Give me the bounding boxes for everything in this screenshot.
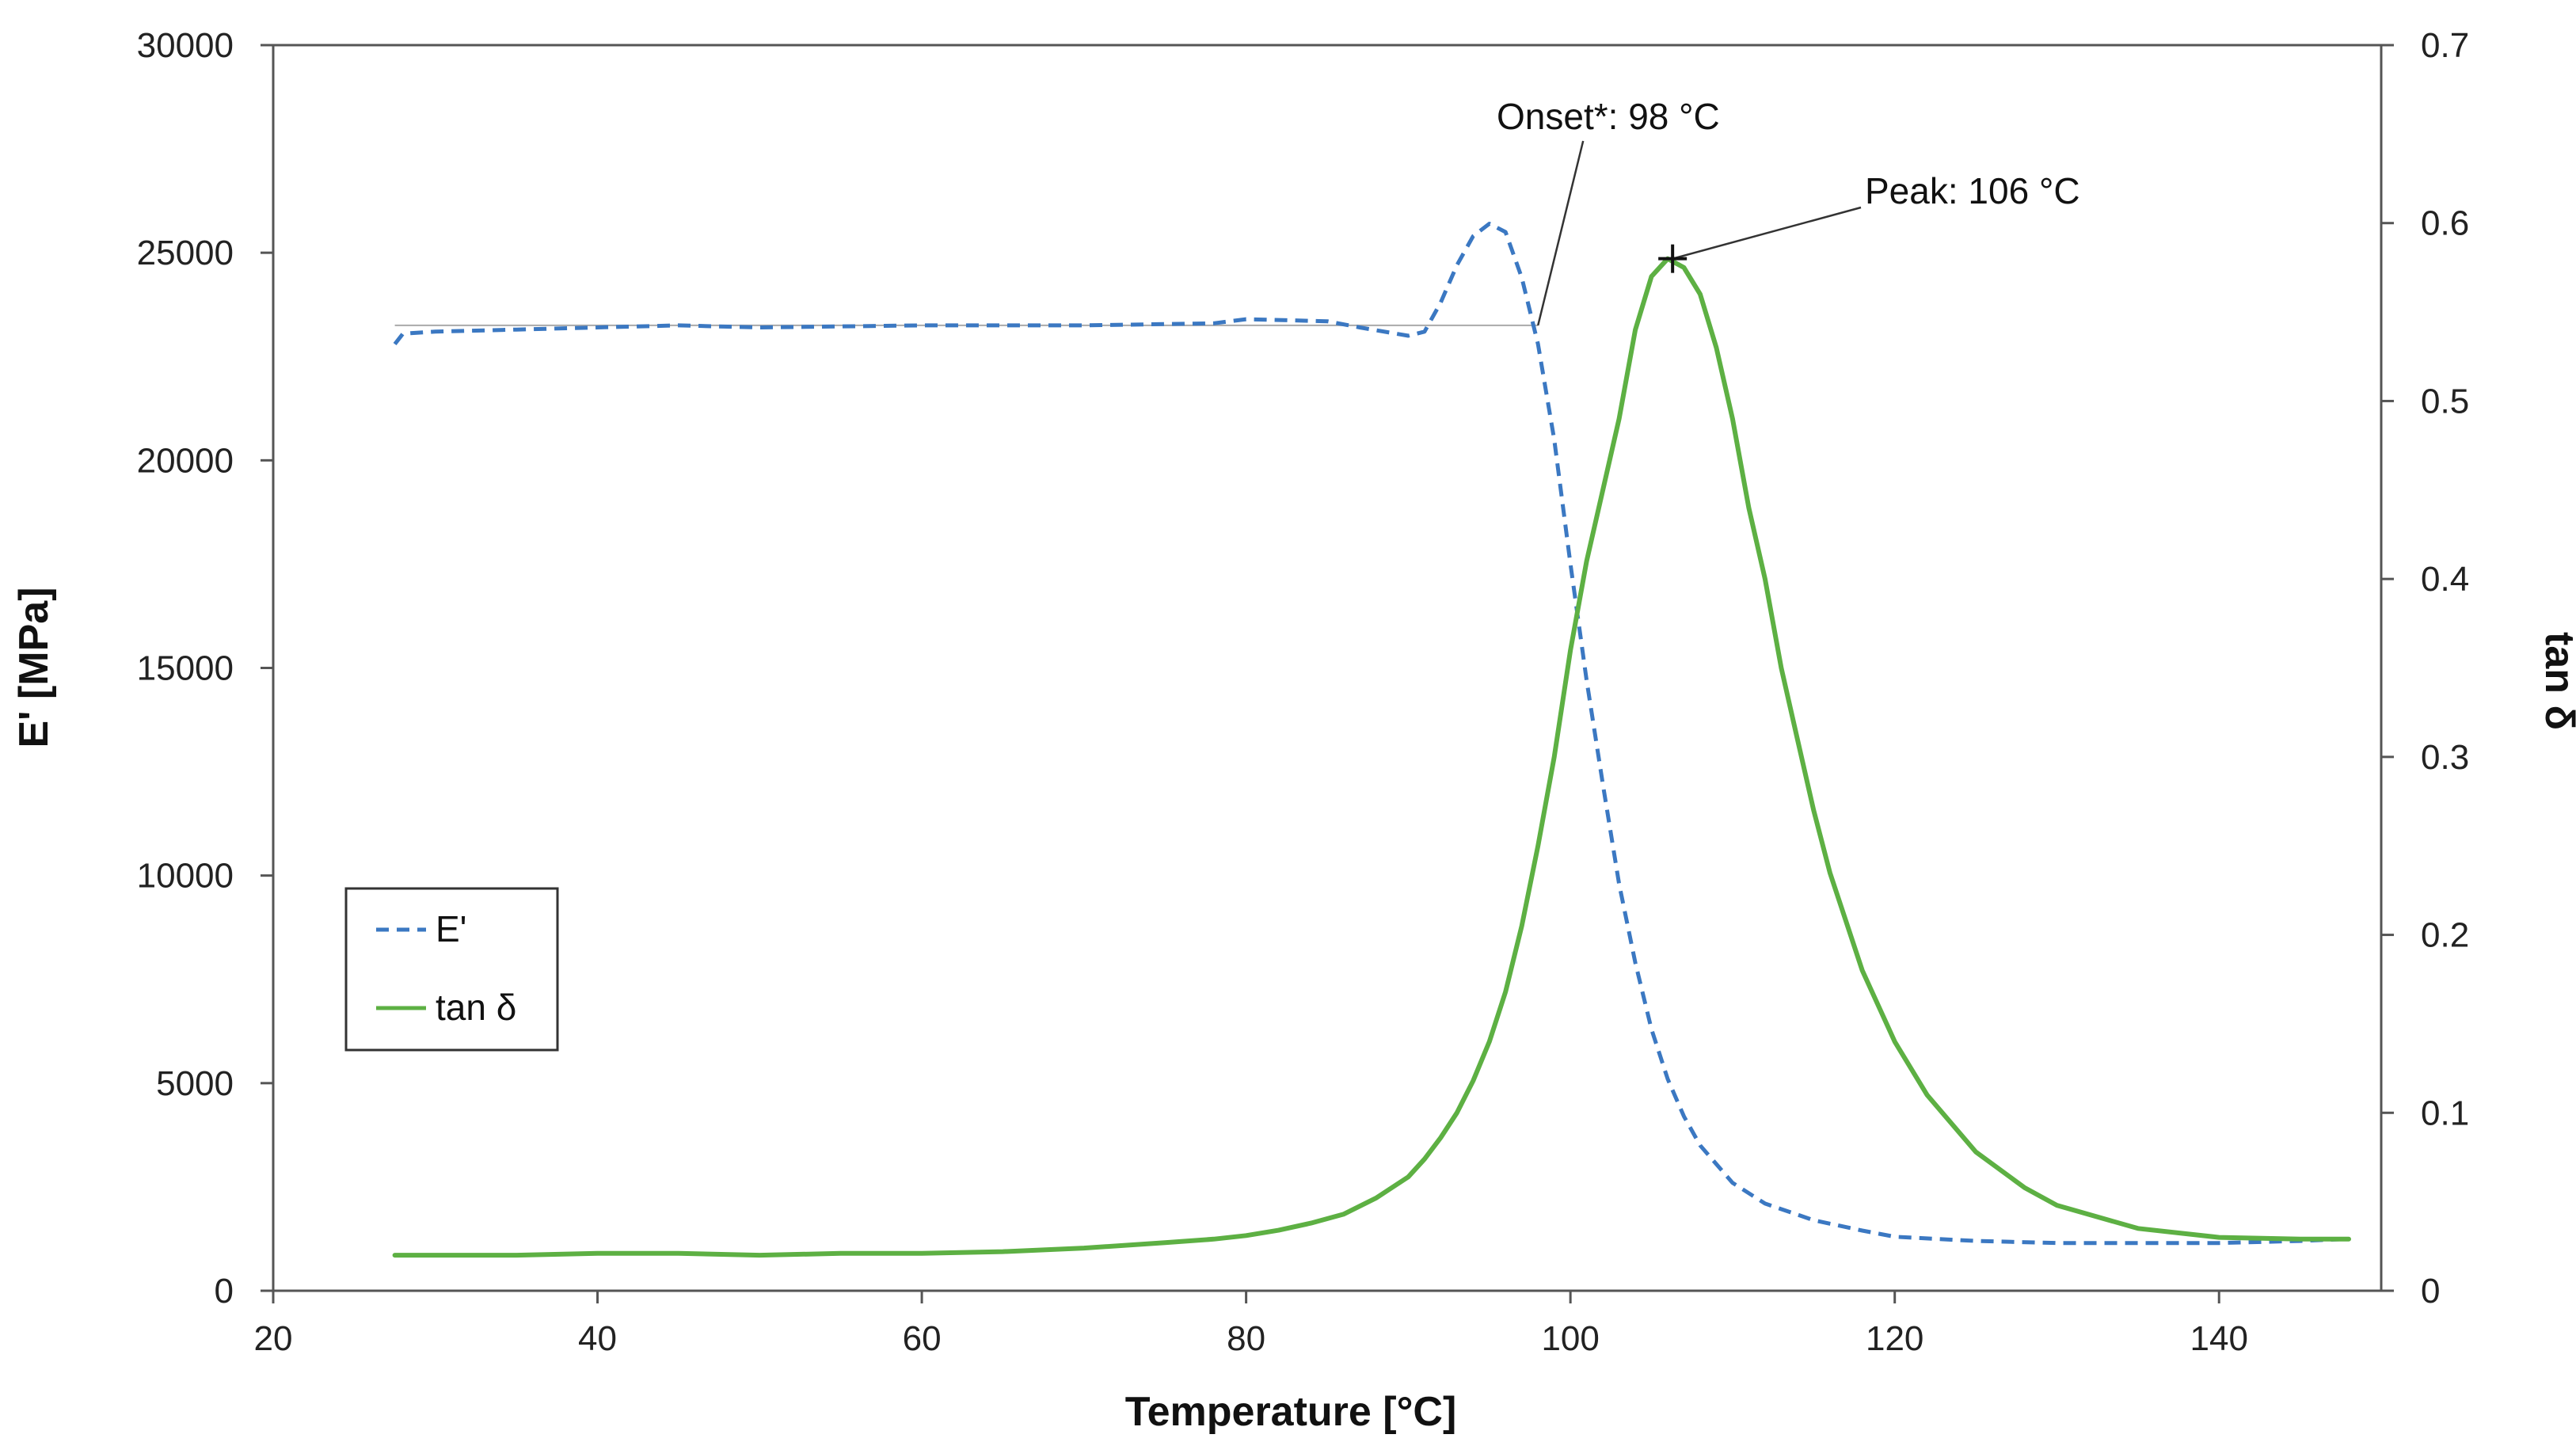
y-left-tick-label: 0 — [215, 1272, 234, 1311]
series-tan-delta-line — [392, 256, 2351, 1258]
x-tick-label: 60 — [903, 1319, 942, 1358]
y-left-axis-title: E' [MPa] — [11, 587, 57, 748]
y-right-tick-label: 0.3 — [2421, 738, 2469, 777]
y-right-axis-title: tan δ — [2536, 632, 2576, 730]
peak-leader-line — [1672, 206, 1862, 260]
legend-label-e-prime: E' — [436, 908, 466, 949]
x-tick-label: 100 — [1541, 1319, 1599, 1358]
y-right-tick-label: 0.7 — [2421, 26, 2469, 65]
x-tick-label: 120 — [1866, 1319, 1923, 1358]
y-left-axis-ticks: 0 5000 10000 15000 20000 25000 30000 — [137, 26, 273, 1311]
annotation-layer: Onset*: 98 °C Peak: 106 °C — [1497, 96, 2080, 326]
y-right-tick-label: 0.6 — [2421, 204, 2469, 243]
plot-area — [272, 44, 2383, 1292]
x-tick-label: 20 — [254, 1319, 293, 1358]
y-left-tick-label: 5000 — [156, 1064, 234, 1103]
series-e-prime-line — [393, 222, 2350, 1246]
series-layer — [392, 222, 2351, 1258]
y-right-tick-label: 0.4 — [2421, 560, 2469, 599]
y-right-axis-ticks: 0 0.1 0.2 0.3 0.4 0.5 0.6 0.7 — [2381, 26, 2469, 1311]
x-tick-label: 140 — [2190, 1319, 2248, 1358]
x-axis-title: Temperature [°C] — [1125, 1389, 1457, 1435]
y-right-tick-label: 0.5 — [2421, 382, 2469, 420]
legend-box — [344, 887, 559, 1052]
y-left-tick-label: 30000 — [137, 26, 234, 65]
onset-label: Onset*: 98 °C — [1497, 96, 1720, 137]
x-tick-label: 40 — [578, 1319, 617, 1358]
y-left-tick-label: 10000 — [137, 857, 234, 896]
y-right-tick-label: 0.2 — [2421, 916, 2469, 955]
x-tick-label: 80 — [1227, 1319, 1265, 1358]
legend: E' tan δ — [344, 887, 559, 1052]
legend-label-tan-delta: tan δ — [436, 987, 516, 1028]
peak-label: Peak: 106 °C — [1865, 170, 2080, 211]
y-left-tick-label: 25000 — [137, 234, 234, 272]
y-left-tick-label: 15000 — [137, 649, 234, 688]
x-axis-ticks: 20 40 60 80 100 120 140 — [254, 1291, 2248, 1358]
onset-leader-line — [1536, 140, 1585, 326]
y-right-tick-label: 0.1 — [2421, 1094, 2469, 1132]
y-right-tick-label: 0 — [2421, 1272, 2440, 1311]
y-left-tick-label: 20000 — [137, 441, 234, 480]
